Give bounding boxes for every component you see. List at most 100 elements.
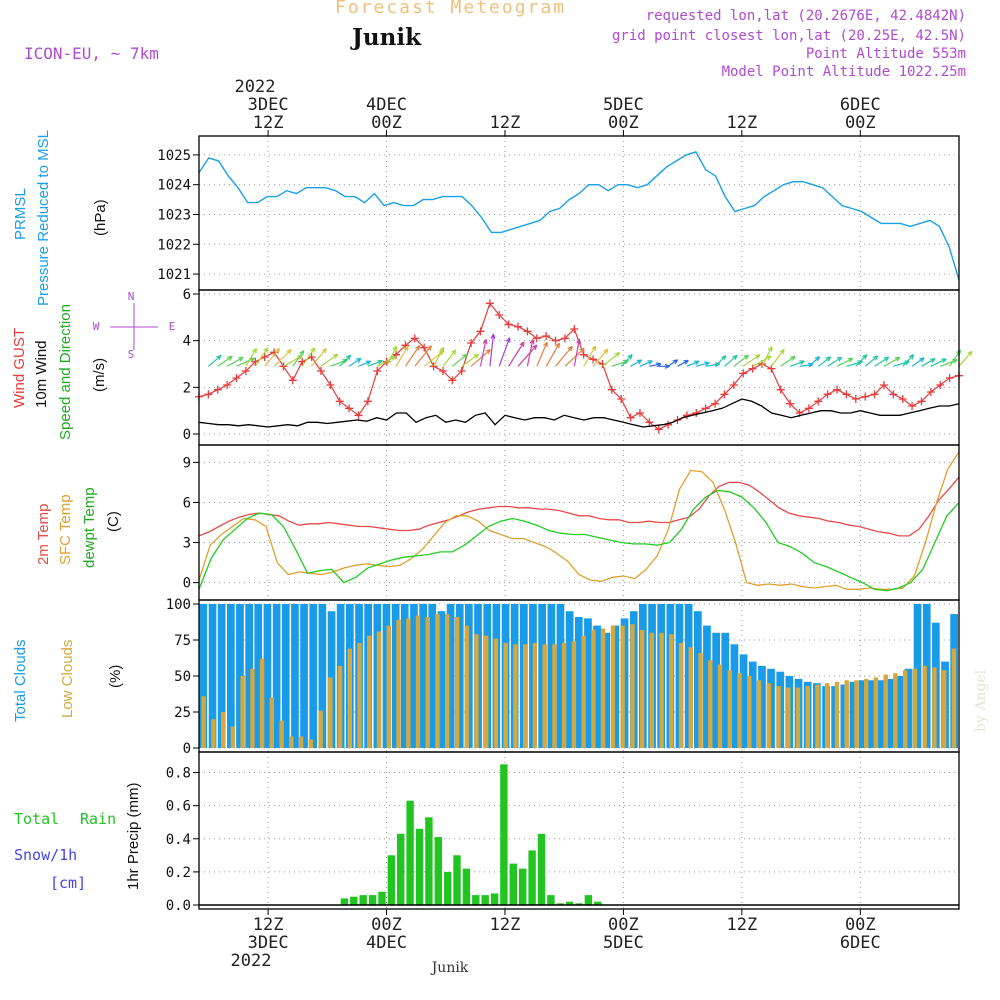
gust-marker	[908, 402, 917, 410]
total-cloud-bar	[391, 604, 400, 748]
low-cloud-bar	[220, 712, 226, 748]
total-cloud-bar	[236, 604, 244, 748]
gust-marker	[354, 411, 363, 420]
low-cloud-bar	[893, 673, 898, 748]
low-cloud-bar	[396, 619, 401, 748]
bottom-year-label: 2022	[231, 951, 272, 971]
clouds-y-tick-label: 0	[183, 741, 191, 757]
total-cloud-bar	[428, 604, 437, 748]
wind-direction-arrow	[836, 357, 854, 367]
total-cloud-bar	[455, 604, 464, 748]
low-cloud-bar	[600, 628, 606, 748]
top-axis-date: 5DEC	[603, 95, 644, 115]
low-cloud-bar	[610, 625, 616, 748]
wind-direction-arrow	[395, 345, 409, 367]
rain-bar	[462, 868, 471, 905]
gust-marker	[373, 367, 382, 375]
wind-direction-arrow	[620, 354, 633, 367]
wind-direction-arrow	[855, 354, 868, 367]
rain-bar	[537, 833, 546, 905]
gust-marker	[241, 367, 250, 375]
gust-marker	[701, 404, 710, 413]
total-cloud-bar	[877, 680, 885, 748]
total-cloud-bar	[913, 604, 922, 748]
gust-marker	[926, 388, 935, 396]
top-axis-hour: 12Z	[726, 113, 757, 133]
wind-10m-label: 10m Wind	[33, 340, 50, 408]
gust-marker	[842, 390, 851, 399]
low-cloud-bar	[708, 660, 713, 748]
pressure-label-prmsl: PRMSL	[12, 188, 29, 240]
precip-rain-label: Rain	[80, 810, 116, 828]
bottom-axis-hour: 00Z	[371, 915, 402, 935]
wind-direction-arrow	[733, 354, 750, 367]
total-cloud-bar	[739, 654, 748, 748]
temp-y-tick-label: 0	[183, 576, 191, 592]
rain-bar	[378, 891, 386, 905]
total-cloud-bar	[730, 644, 739, 748]
gust-marker	[467, 339, 476, 347]
precip-y-tick-label: 0.0	[166, 898, 191, 914]
low-cloud-bar	[825, 683, 830, 748]
clouds-low-label: Low Clouds	[59, 640, 76, 718]
low-cloud-bar	[406, 618, 411, 748]
low-cloud-bar	[805, 686, 810, 748]
wind-direction-arrow	[526, 338, 535, 367]
temp-sfc-label: SFC Temp	[57, 494, 74, 565]
wind-direction-arrow	[433, 346, 445, 367]
gust-marker	[570, 325, 579, 333]
temp-dewpt-label: dewpt Temp	[81, 487, 98, 568]
wind-direction-arrow	[348, 357, 362, 367]
low-cloud-bar	[289, 736, 294, 748]
rain-bar	[575, 903, 583, 905]
low-cloud-bar	[747, 676, 752, 748]
gust-marker	[495, 311, 504, 319]
total-cloud-bar	[309, 604, 318, 748]
gust-marker	[579, 350, 588, 359]
gust-marker	[692, 409, 701, 417]
pressure-y-tick-label: 1024	[157, 178, 191, 194]
bottom-axis-date: 5DEC	[603, 933, 644, 953]
bottom-axis-hour: 12Z	[253, 915, 284, 935]
low-cloud-bar	[484, 635, 489, 748]
gust-marker	[626, 413, 635, 422]
total-cloud-bar	[565, 611, 574, 748]
gust-marker	[204, 390, 213, 399]
low-cloud-bar	[912, 668, 918, 748]
gust-marker	[523, 327, 532, 336]
wind-compass: N W E S	[93, 290, 176, 361]
total-cloud-bar	[400, 604, 409, 748]
gust-marker	[429, 362, 438, 371]
total-cloud-bar	[446, 604, 455, 748]
gust-marker	[363, 397, 372, 406]
low-cloud-bar	[639, 629, 645, 748]
total-cloud-bar	[538, 604, 546, 748]
gust-marker	[645, 418, 654, 427]
wind-direction-arrow	[545, 342, 561, 367]
pressure-line	[198, 151, 960, 281]
gust-marker	[729, 381, 738, 389]
rain-bar	[509, 863, 517, 905]
temp-sfc-line	[198, 451, 960, 590]
low-cloud-bar	[951, 648, 957, 748]
low-cloud-bar	[308, 739, 313, 748]
top-axis-date: 3DEC	[248, 95, 289, 115]
gust-marker	[879, 381, 888, 389]
wind-direction-arrow	[902, 354, 915, 367]
wind-direction-arrow	[555, 345, 573, 367]
low-cloud-bar	[727, 670, 732, 748]
temp-y-tick-label: 3	[183, 536, 191, 552]
pressure-panel: 1021 1022 1023 1024 1025	[157, 136, 960, 290]
rain-bar	[350, 896, 358, 905]
low-cloud-bar	[717, 664, 723, 748]
wind-direction-arrow	[245, 347, 257, 367]
gust-marker	[945, 374, 954, 382]
low-cloud-bar	[318, 710, 323, 748]
clouds-y-tick-label: 75	[174, 633, 191, 649]
total-cloud-bar	[584, 618, 592, 748]
temp-2m-line	[198, 476, 960, 537]
rain-bar	[556, 903, 564, 905]
total-cloud-bar	[602, 632, 611, 748]
rain-bar	[500, 764, 508, 905]
